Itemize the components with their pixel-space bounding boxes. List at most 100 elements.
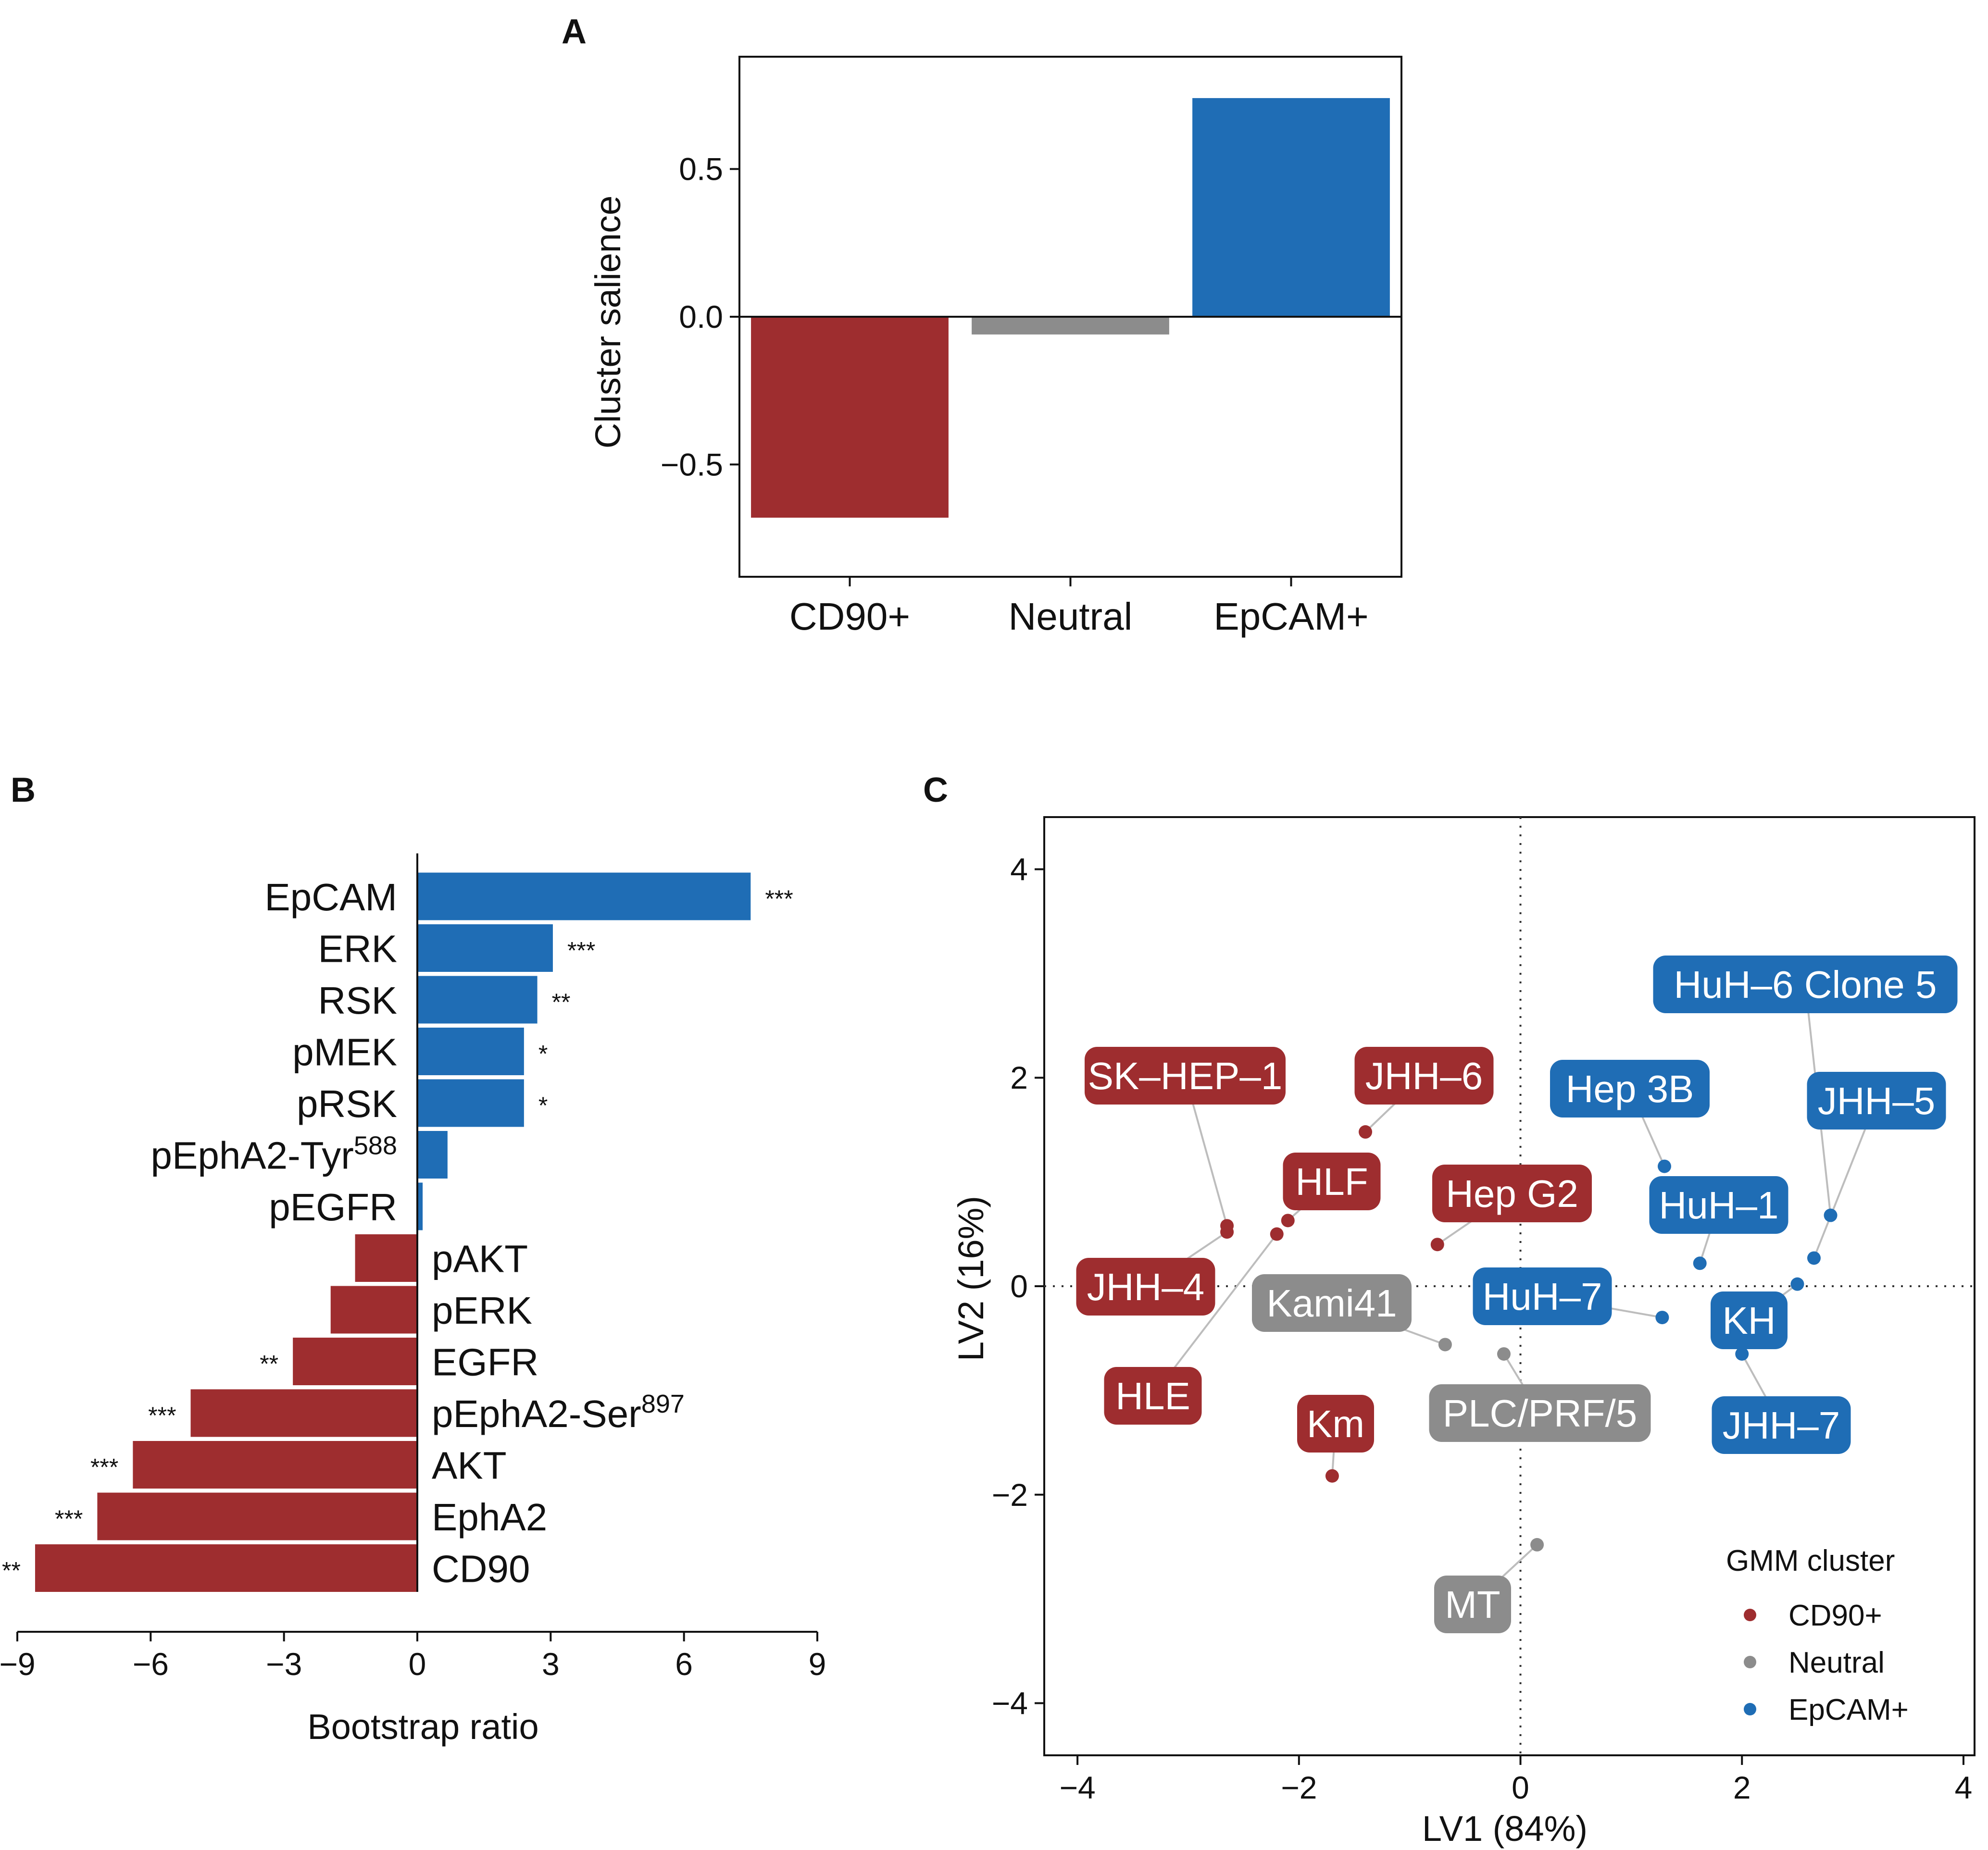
legend-swatch-neutral xyxy=(1744,1656,1756,1668)
panel-b-significance: *** xyxy=(90,1454,118,1481)
panel-c-point-label: Km xyxy=(1307,1403,1364,1445)
panel-b-bar-label: pEphA2-Tyr588 xyxy=(150,1131,397,1177)
panel-b-bar xyxy=(355,1234,417,1282)
legend-entry-epcam: EpCAM+ xyxy=(1788,1693,1909,1726)
panel-b-bar xyxy=(417,1131,448,1179)
panel-c-x-tick-label: −2 xyxy=(1281,1770,1317,1805)
panel-c-marks: −4 −2 0 2 4 −4 −2 0 2 4 SK–HEP–1 JHH–4 HLF HLE JHH–6 He… xyxy=(992,816,1975,1805)
panel-a-y-tick-label: −0.5 xyxy=(661,447,723,482)
panel-b-bar xyxy=(293,1338,417,1385)
panel-b-bar-label: pAKT xyxy=(432,1238,528,1280)
panel-c-point-label-box xyxy=(1076,1258,1215,1316)
panel-b-bar-label: AKT xyxy=(432,1444,507,1487)
legend-entry-neutral: Neutral xyxy=(1788,1646,1885,1679)
panel-b-bar-label: RSK xyxy=(318,979,398,1022)
panel-b-bar xyxy=(417,1079,524,1127)
panel-c-point xyxy=(1325,1469,1339,1483)
panel-c-point-label-box xyxy=(1354,1047,1494,1105)
panel-c-point xyxy=(1735,1347,1749,1361)
panel-c-point xyxy=(1359,1125,1373,1139)
panel-c-point-label-box xyxy=(1807,1072,1946,1130)
panel-a-category-label: CD90+ xyxy=(789,595,910,638)
panel-b-bar xyxy=(417,872,751,920)
panel-a-y-tick-label: 0.0 xyxy=(679,299,723,335)
panel-b-bar-label: pRSK xyxy=(297,1082,397,1125)
panel-b-x-axis-title: Bootstrap ratio xyxy=(307,1707,538,1747)
panel-b-bar-label: pEphA2-Ser897 xyxy=(432,1390,685,1435)
panel-b-x-tick-label: 0 xyxy=(409,1646,426,1682)
panel-c-point-label: JHH–6 xyxy=(1365,1055,1483,1097)
panel-b-label-superscript: 588 xyxy=(354,1131,397,1160)
panel-c-x-tick-label: 2 xyxy=(1733,1770,1751,1805)
panel-c-x-tick-label: 4 xyxy=(1955,1770,1973,1805)
panel-c-y-tick-label: −4 xyxy=(992,1686,1028,1721)
panel-b-significance: *** xyxy=(148,1402,176,1429)
panel-b-bar-label: pERK xyxy=(432,1289,532,1332)
panel-c-point-label-box xyxy=(1653,956,1958,1013)
panel-c-point-label: Kami41 xyxy=(1266,1282,1397,1325)
panel-c-x-axis-title: LV1 (84%) xyxy=(1422,1809,1588,1849)
panel-c-point-label: Hep 3B xyxy=(1566,1068,1694,1110)
panel-b-significance: * xyxy=(538,1092,548,1119)
panel-c-point xyxy=(1824,1208,1838,1222)
panel-c-point-label-box xyxy=(1432,1165,1592,1222)
panel-c-point-label-box xyxy=(1104,1367,1202,1425)
panel-c-point xyxy=(1438,1338,1452,1352)
panel-a-y-axis-title: Cluster salience xyxy=(588,196,628,448)
panel-c-point-label-box xyxy=(1297,1395,1374,1453)
panel-b-bar xyxy=(417,976,538,1024)
panel-b-significance: *** xyxy=(567,937,595,964)
panel-a-bar xyxy=(751,317,949,518)
panel-b-bar-label: EpCAM xyxy=(264,876,397,919)
panel-b-bar xyxy=(133,1441,417,1489)
panel-b-bar-label: EGFR xyxy=(432,1341,538,1384)
panel-b-bar xyxy=(417,1028,524,1075)
panel-c-point-label-box xyxy=(1473,1267,1612,1325)
legend-title: GMM cluster xyxy=(1726,1544,1895,1577)
panel-b-significance: ** xyxy=(552,989,571,1016)
panel-b-bar-label: CD90 xyxy=(432,1548,530,1590)
panel-c-point-label: JHH–5 xyxy=(1818,1080,1936,1122)
panel-c-point xyxy=(1281,1214,1295,1228)
panel-c-point-label: SK–HEP–1 xyxy=(1088,1055,1283,1097)
panel-c-point xyxy=(1530,1538,1544,1552)
panel-b-bar xyxy=(417,924,553,972)
panel-c-point-label-box xyxy=(1429,1384,1651,1442)
panel-c-scatter: C LV1 (84%) LV2 (16%) −4 −2 0 2 4 −4 −2 0 2 4 SK–H… xyxy=(923,771,1975,1849)
panel-b-significance: * xyxy=(538,1041,548,1068)
panel-a-category-label: Neutral xyxy=(1009,595,1133,638)
panel-c-y-tick-label: −2 xyxy=(992,1477,1028,1513)
panel-c-x-tick-label: −4 xyxy=(1059,1770,1095,1805)
panel-c-point xyxy=(1430,1238,1444,1252)
panel-c-legend: GMM cluster CD90+ Neutral EpCAM+ xyxy=(1726,1544,1909,1726)
panel-b-significance: ** xyxy=(2,1557,21,1584)
panel-c-point xyxy=(1807,1251,1821,1265)
legend-swatch-epcam xyxy=(1744,1703,1756,1715)
panel-b-x-tick-label: 3 xyxy=(542,1646,560,1682)
panel-b-bar-label: pMEK xyxy=(292,1031,397,1074)
panel-c-point-label-box xyxy=(1550,1060,1710,1117)
panel-c-point-label: MT xyxy=(1445,1583,1500,1626)
panel-b-significance: ** xyxy=(260,1351,278,1378)
panel-a-bar xyxy=(1192,98,1390,317)
panel-a-bar-chart: A Cluster salience −0.5 0.0 0.5 CD90+ Neutra… xyxy=(562,12,1402,638)
panel-b-bar-label: EphA2 xyxy=(432,1496,547,1539)
panel-a-marks: −0.5 0.0 0.5 CD90+ Neutral EpCAM+ xyxy=(661,56,1402,638)
panel-c-y-axis-title: LV2 (16%) xyxy=(951,1196,991,1361)
panel-c-point xyxy=(1790,1277,1804,1291)
panel-c-point-label-box xyxy=(1649,1176,1788,1234)
panel-b-x-tick-label: −9 xyxy=(0,1646,36,1682)
panel-c-point-label-box xyxy=(1712,1396,1851,1454)
panel-b-bar-label: ERK xyxy=(318,928,398,970)
panel-c-letter: C xyxy=(923,771,948,809)
panel-c-point xyxy=(1655,1311,1669,1325)
panel-c-point-label: PLC/PRF/5 xyxy=(1443,1392,1638,1435)
panel-b-bar xyxy=(35,1544,417,1592)
panel-a-bar xyxy=(972,317,1169,335)
panel-b-bar xyxy=(97,1492,417,1540)
panel-b-x-tick-label: −6 xyxy=(133,1646,169,1682)
panel-c-point xyxy=(1658,1159,1671,1173)
panel-c-y-tick-label: 4 xyxy=(1010,851,1028,887)
panel-c-point-label: JHH–4 xyxy=(1087,1266,1205,1308)
panel-a-letter: A xyxy=(562,12,587,51)
